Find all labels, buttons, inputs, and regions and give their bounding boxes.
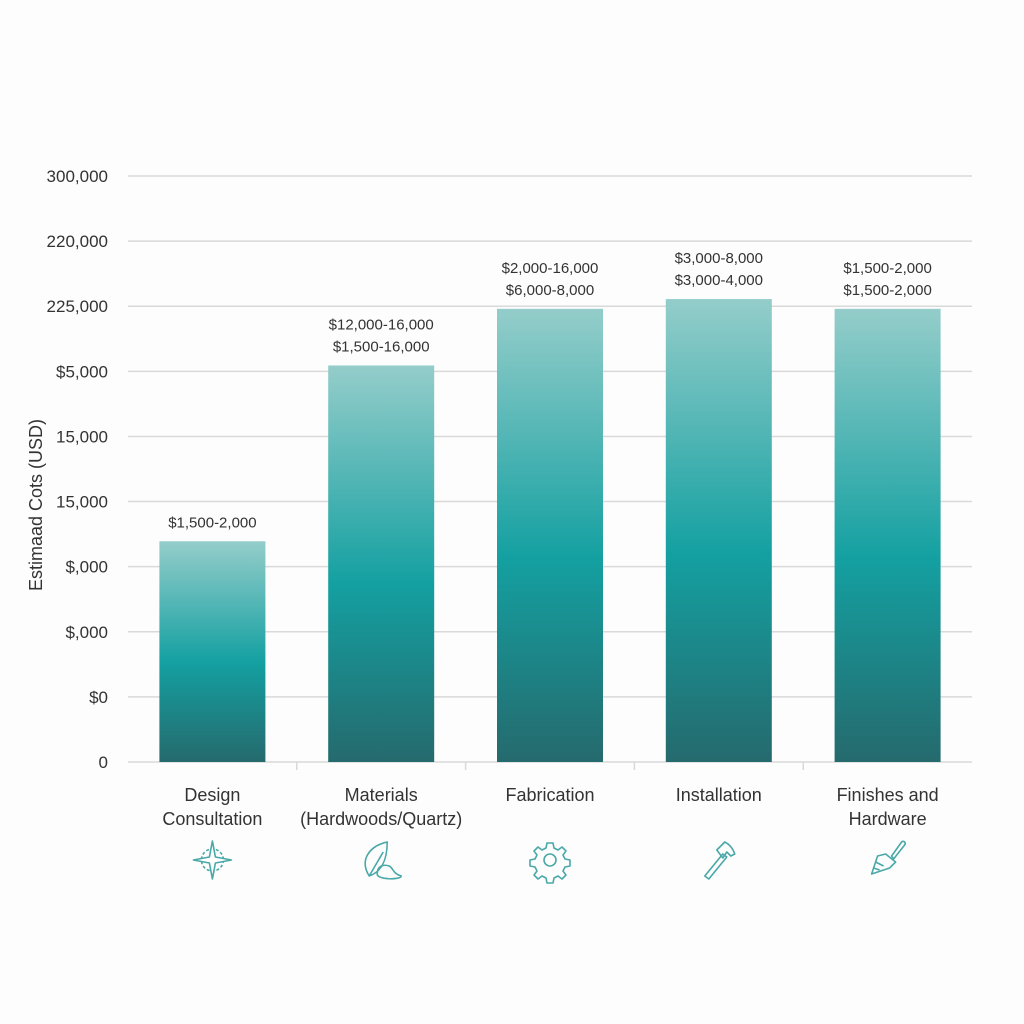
data-label: $12,000-16,000 <box>329 316 434 333</box>
x-category-label: (Hardwoods/Quartz) <box>300 809 462 829</box>
y-tick-label: 220,000 <box>47 232 108 251</box>
gear-icon <box>529 842 571 884</box>
hammer-icon <box>703 841 736 880</box>
bar <box>665 299 772 762</box>
x-category-label: Design <box>184 785 240 805</box>
x-category-label: Finishes and <box>837 785 939 805</box>
data-label: $1,500-2,000 <box>168 514 256 531</box>
bar <box>159 541 266 762</box>
paintbrush-icon <box>870 840 907 875</box>
compass-star-icon <box>192 840 233 880</box>
y-tick-label: 225,000 <box>47 297 108 316</box>
data-label: $6,000-8,000 <box>506 282 594 299</box>
y-tick-label: 15,000 <box>56 427 108 446</box>
x-category-label: Installation <box>676 785 762 805</box>
bar <box>328 365 435 762</box>
y-tick-label: $0 <box>89 688 108 707</box>
x-category-label: Materials <box>345 785 418 805</box>
x-category-label: Hardware <box>849 809 927 829</box>
data-label: $3,000-8,000 <box>675 250 763 267</box>
data-label: $1,500-2,000 <box>843 282 931 299</box>
x-category-label: Fabrication <box>505 785 594 805</box>
y-axis-label: Estimaad Cots (USD) <box>26 419 46 591</box>
bar <box>834 308 941 762</box>
data-label: $2,000-16,000 <box>502 260 599 277</box>
x-category-label: Consultation <box>162 809 262 829</box>
y-tick-label: 300,000 <box>47 167 108 186</box>
y-tick-label: $,000 <box>65 623 108 642</box>
leaf-stone-icon <box>364 841 403 880</box>
y-tick-label: 15,000 <box>56 493 108 512</box>
data-label: $1,500-2,000 <box>843 260 931 277</box>
y-tick-label: $5,000 <box>56 362 108 381</box>
bar <box>497 308 603 762</box>
data-label: $1,500-16,000 <box>333 338 430 355</box>
data-label: $3,000-4,000 <box>675 272 763 289</box>
y-tick-label: $,000 <box>65 558 108 577</box>
y-tick-label: 0 <box>99 753 108 772</box>
